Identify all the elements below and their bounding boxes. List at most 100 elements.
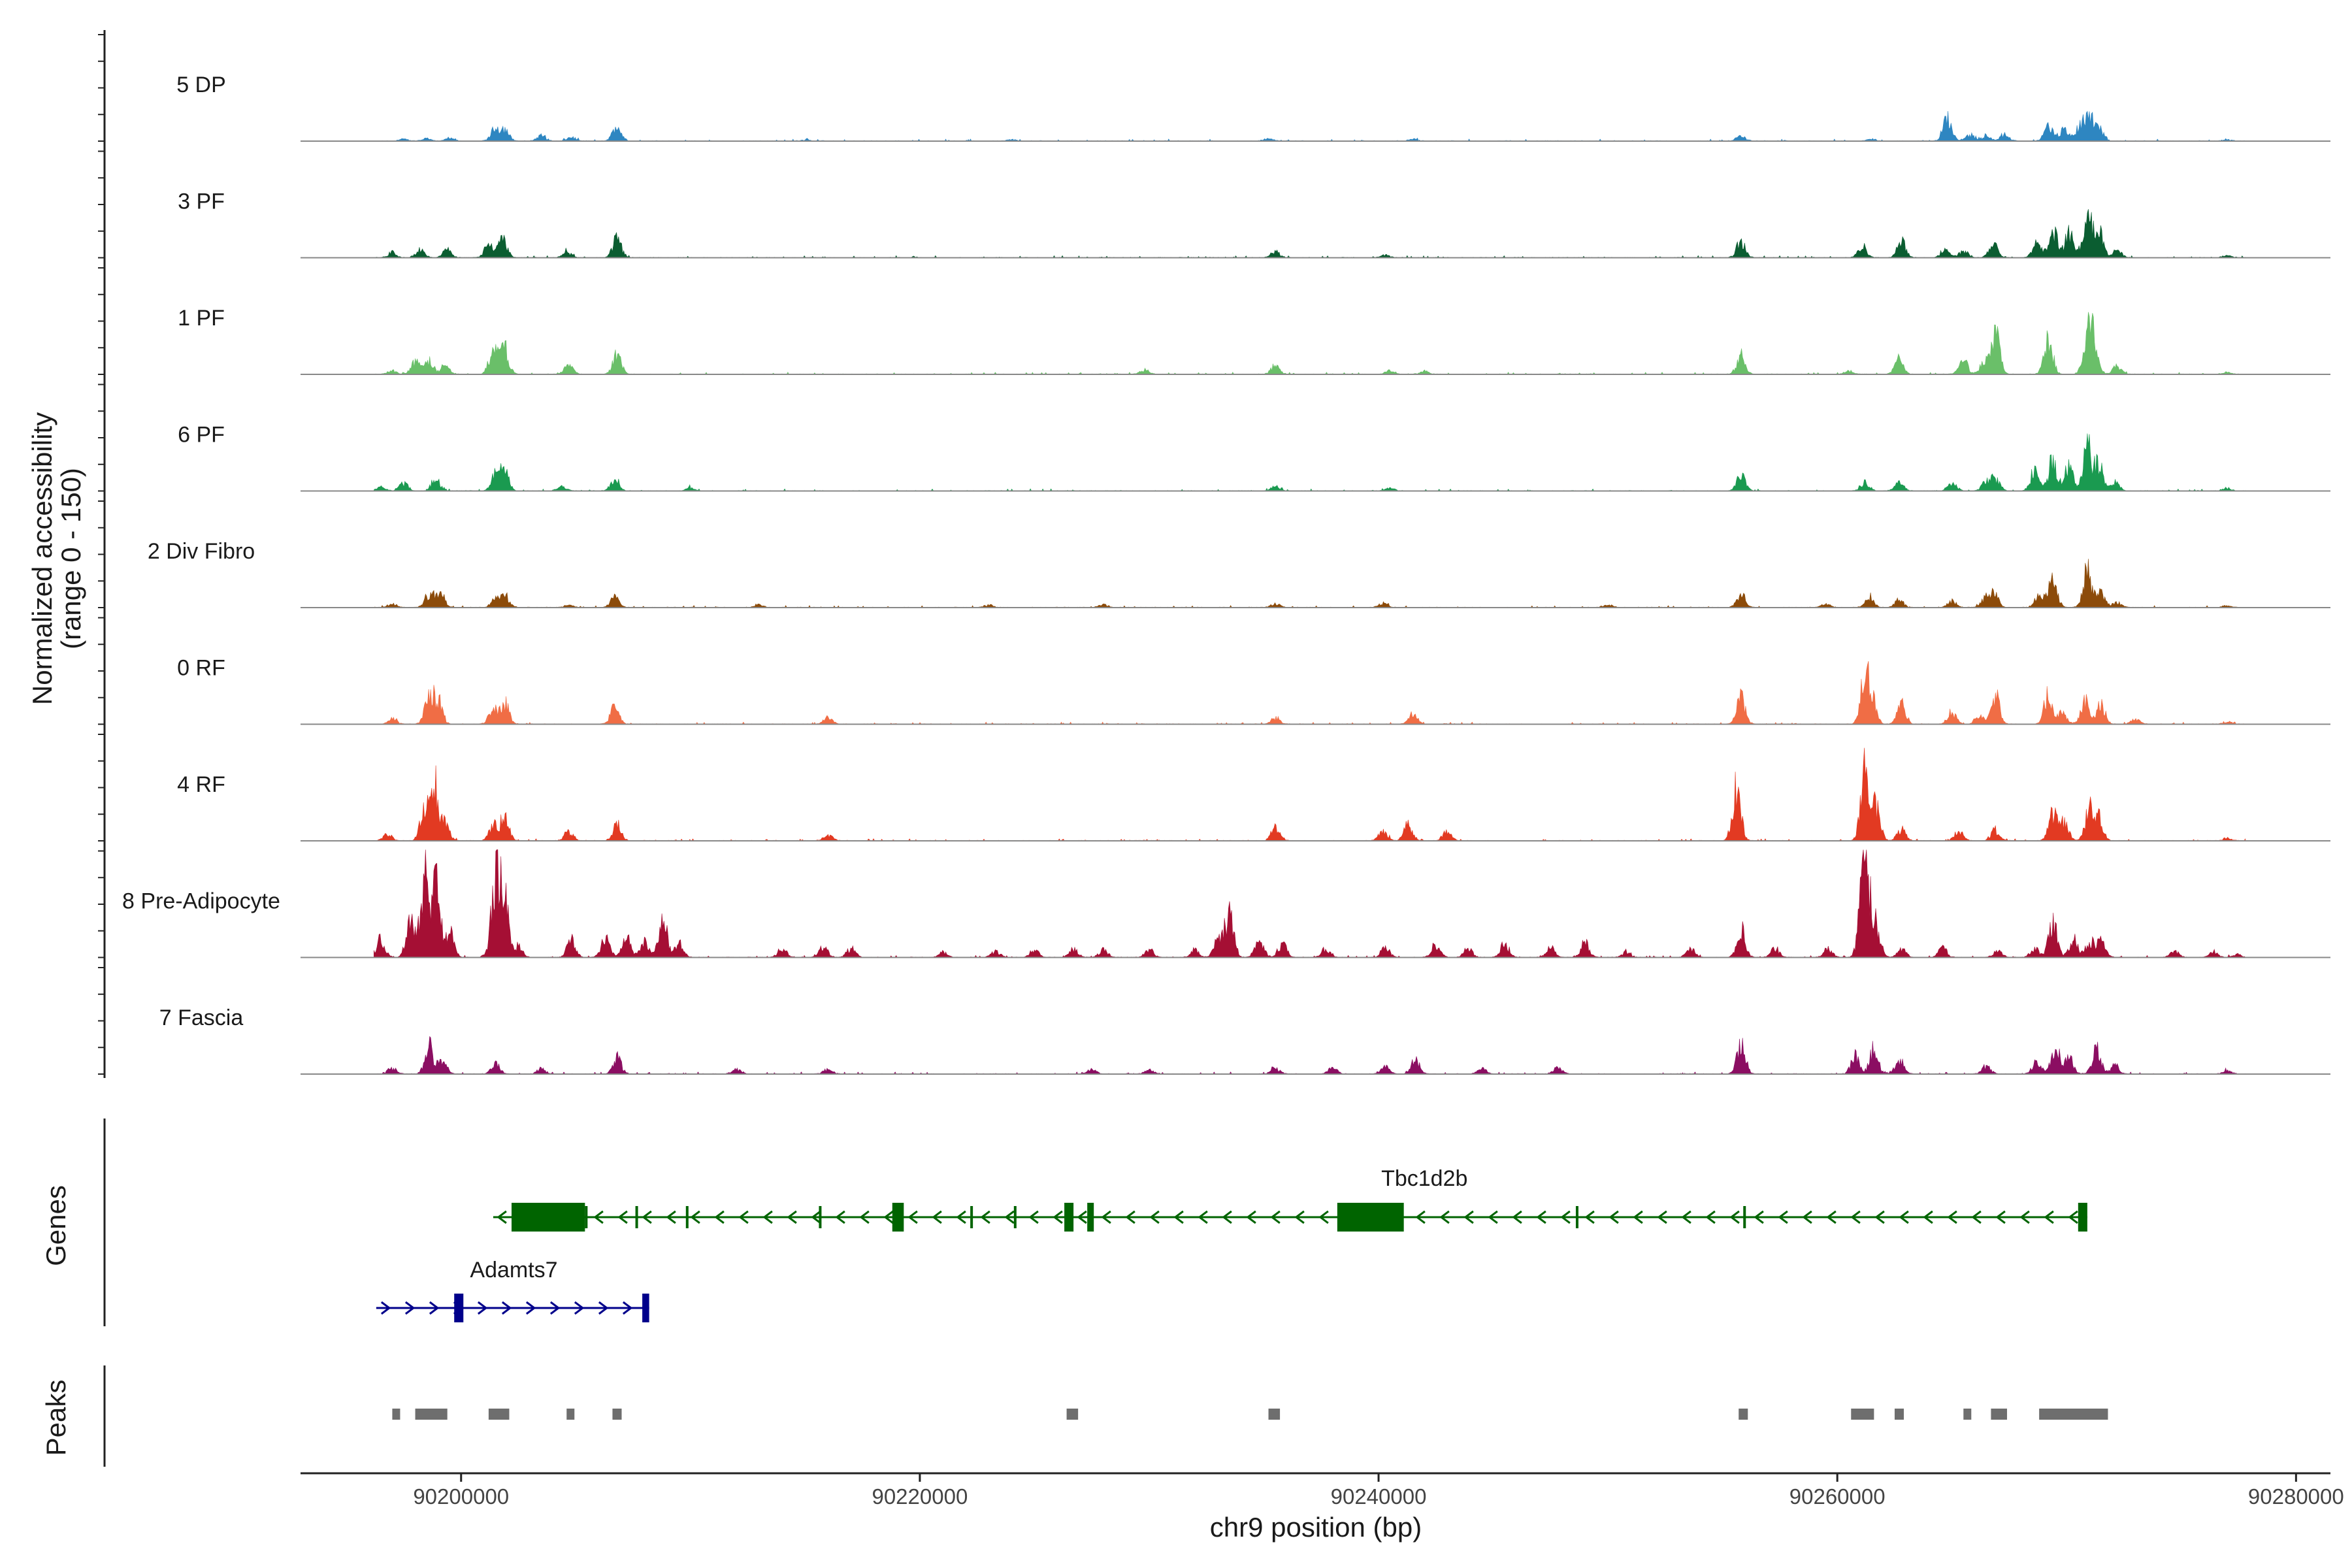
strand-chevron <box>2044 1210 2054 1224</box>
strand-chevron <box>549 1301 561 1315</box>
strand-chevron <box>1512 1210 1522 1224</box>
strand-chevron <box>956 1210 966 1224</box>
strand-chevron <box>738 1210 749 1224</box>
exon <box>2078 1203 2087 1232</box>
strand-chevron <box>1609 1210 1619 1224</box>
strand-chevron <box>1028 1210 1039 1224</box>
track-8-pre-adipocyte: 8 Pre-Adipocyte <box>122 849 2330 958</box>
coverage-area <box>374 312 2246 375</box>
strand-chevron <box>497 1210 507 1224</box>
peak-region <box>1268 1409 1281 1420</box>
track-5-dp: 5 DP <box>176 73 2330 142</box>
strand-chevron <box>598 1301 609 1315</box>
gene-label: Tbc1d2b <box>1381 1166 1467 1191</box>
strand-chevron <box>1729 1210 1740 1224</box>
exon <box>819 1206 822 1228</box>
exon <box>1064 1203 1074 1232</box>
coverage-area <box>374 849 2246 958</box>
coverage-area <box>374 110 2246 142</box>
strand-chevron <box>429 1301 440 1315</box>
strand-chevron <box>574 1301 585 1315</box>
strand-chevron <box>1053 1210 1063 1224</box>
strand-chevron <box>1778 1210 1788 1224</box>
peaks-axis-title: Peaks <box>41 1380 71 1456</box>
strand-chevron <box>1004 1210 1015 1224</box>
strand-chevron <box>1536 1210 1546 1224</box>
exon <box>970 1206 973 1228</box>
strand-chevron <box>787 1210 797 1224</box>
strand-chevron <box>1826 1210 1837 1224</box>
peak-region <box>566 1409 575 1420</box>
strand-chevron <box>501 1301 512 1315</box>
exon <box>635 1206 638 1228</box>
track-label: 5 DP <box>176 73 226 97</box>
coverage-tracks: 5 DP 3 PF 1 PF 6 PF 2 Div Fibro 0 RF 4 RF 8 Pre… <box>122 73 2330 1075</box>
coverage-area <box>374 433 2246 491</box>
strand-chevron <box>1270 1210 1281 1224</box>
track-2-div-fibro: 2 Div Fibro <box>148 539 2330 608</box>
track-label: 7 Fascia <box>159 1005 244 1030</box>
strand-chevron <box>1149 1210 1160 1224</box>
strand-chevron <box>2019 1210 2030 1224</box>
strand-chevron <box>1995 1210 2006 1224</box>
x-axis: 90200000 90220000 90240000 90260000 90280000 <box>301 1472 2344 1509</box>
strand-chevron <box>932 1210 942 1224</box>
peak-region <box>1991 1409 2007 1420</box>
track-label: 0 RF <box>177 656 225 681</box>
x-tick-label: 90260000 <box>1789 1484 1886 1509</box>
strand-chevron <box>714 1210 725 1224</box>
exon <box>685 1206 689 1228</box>
strand-chevron <box>762 1210 773 1224</box>
strand-chevron <box>477 1301 488 1315</box>
strand-chevron <box>2068 1210 2078 1224</box>
gene-adamts7: Adamts7 <box>376 1258 649 1322</box>
strand-chevron <box>1463 1210 1474 1224</box>
strand-chevron <box>666 1210 676 1224</box>
strand-chevron <box>1899 1210 1909 1224</box>
strand-chevron <box>1923 1210 1933 1224</box>
track-1-pf: 1 PF <box>178 306 2330 375</box>
exon <box>1087 1203 1094 1232</box>
strand-chevron <box>1560 1210 1571 1224</box>
strand-chevron <box>1125 1210 1135 1224</box>
y-axis-title-line2: (range 0 - 150) <box>56 468 86 649</box>
strand-chevron <box>1246 1210 1256 1224</box>
track-label: 2 Div Fibro <box>148 539 255 564</box>
exon <box>1013 1206 1017 1228</box>
x-tick-label: 90240000 <box>1331 1484 1427 1509</box>
strand-chevron <box>1657 1210 1667 1224</box>
coverage-area <box>374 661 2246 725</box>
coverage-area <box>374 209 2246 258</box>
exon <box>585 1206 588 1228</box>
peak-region <box>415 1409 448 1420</box>
peak-region <box>2039 1409 2108 1420</box>
exon <box>1743 1206 1746 1228</box>
strand-chevron <box>525 1301 536 1315</box>
strand-chevron <box>1101 1210 1111 1224</box>
coverage-area <box>374 559 2246 608</box>
strand-chevron <box>593 1210 604 1224</box>
strand-chevron <box>1633 1210 1643 1224</box>
strand-chevron <box>883 1210 894 1224</box>
x-tick-label: 90280000 <box>2248 1484 2344 1509</box>
strand-chevron <box>1681 1210 1691 1224</box>
peak-region <box>1739 1409 1748 1420</box>
strand-chevron <box>1874 1210 1885 1224</box>
peak-regions <box>392 1409 2108 1420</box>
peak-region <box>1894 1409 1904 1420</box>
x-tick-label: 90200000 <box>413 1484 509 1509</box>
coverage-area <box>374 1036 2246 1075</box>
exon <box>454 1294 464 1322</box>
strand-chevron <box>380 1301 391 1315</box>
track-label: 3 PF <box>178 189 225 214</box>
exon <box>642 1294 649 1322</box>
strand-chevron <box>1850 1210 1861 1224</box>
track-label: 4 RF <box>177 772 225 797</box>
strand-chevron <box>1705 1210 1716 1224</box>
x-tick-label: 90220000 <box>872 1484 968 1509</box>
gene-annotations: Tbc1d2b Adamts7 <box>376 1166 2087 1322</box>
strand-chevron <box>642 1210 652 1224</box>
exon <box>1575 1206 1578 1228</box>
strand-chevron <box>1318 1210 1329 1224</box>
